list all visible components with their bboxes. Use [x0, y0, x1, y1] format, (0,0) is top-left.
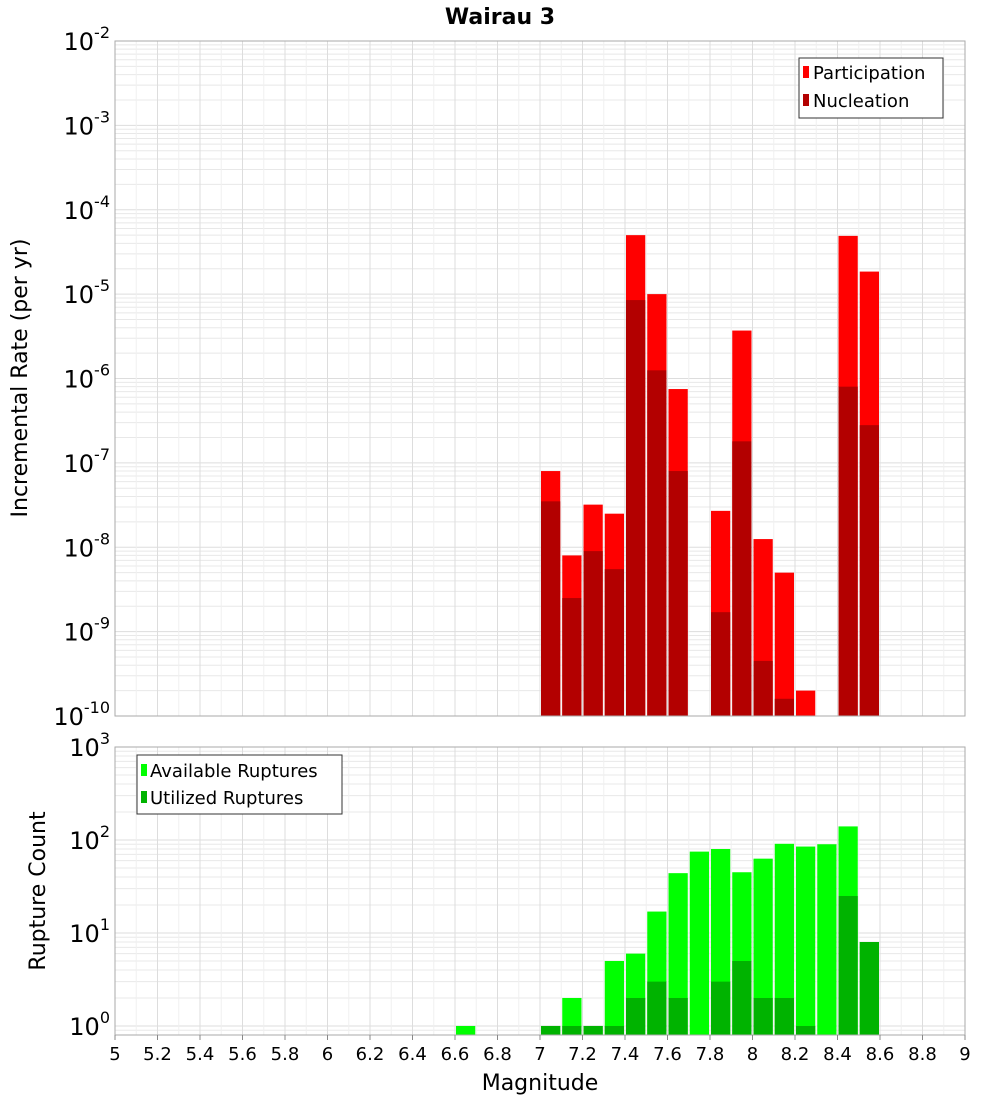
x-axis-label: Magnitude	[482, 1071, 599, 1096]
x-tick-label: 7.4	[611, 1044, 640, 1065]
x-tick-label: 5.4	[186, 1044, 215, 1065]
y-tick-label: 10-4	[64, 192, 111, 225]
y-tick-label: 10-5	[64, 276, 111, 309]
nucleation-bar	[562, 598, 582, 716]
y-tick-label: 101	[69, 915, 110, 948]
available-ruptures-bar	[796, 846, 816, 1035]
nucleation-bar	[668, 471, 688, 716]
x-tick-label: 6.8	[483, 1044, 512, 1065]
participation-legend-swatch	[803, 66, 809, 78]
chart-title: Wairau 3	[445, 5, 555, 30]
count-legend-box	[136, 754, 343, 815]
y-tick-label: 10-9	[64, 614, 111, 647]
rate-y-axis-label: Incremental Rate (per yr)	[8, 239, 33, 518]
utilized-ruptures-bar	[796, 1025, 816, 1035]
available-legend-label: Available Ruptures	[150, 761, 318, 782]
utilized-ruptures-bar	[774, 997, 794, 1035]
x-tick-label: 5.2	[143, 1044, 172, 1065]
participation-legend-label: Participation	[813, 63, 925, 84]
utilized-ruptures-bar	[604, 1025, 624, 1035]
available-legend-swatch	[141, 764, 147, 776]
rate-y-ticks: 10-10 10-9 10-8 10-7 10-6 10-5 10-4 10-3 10-2	[53, 23, 110, 731]
rate-grid	[114, 41, 966, 717]
count-bars	[456, 826, 879, 1035]
nucleation-legend-label: Nucleation	[813, 91, 909, 112]
x-tick-label: 7.6	[653, 1044, 682, 1065]
available-ruptures-bar	[456, 1025, 476, 1035]
nucleation-bar	[774, 698, 794, 716]
x-tick-label: 7.2	[568, 1044, 597, 1065]
utilized-ruptures-bar	[732, 960, 752, 1035]
participation-bar	[796, 690, 816, 716]
available-ruptures-bar	[817, 844, 837, 1035]
y-tick-label: 10-7	[64, 445, 111, 478]
nucleation-bar	[732, 441, 752, 716]
x-tick-label: 8	[747, 1044, 758, 1065]
nucleation-bar	[647, 370, 667, 716]
y-tick-label: 103	[69, 729, 110, 762]
y-tick-label: 102	[69, 822, 110, 855]
x-tick-label: 7.8	[696, 1044, 725, 1065]
x-tick-label: 5.8	[271, 1044, 300, 1065]
utilized-ruptures-bar	[711, 981, 731, 1035]
x-tick-label: 9	[959, 1044, 970, 1065]
x-tick-label: 8.4	[823, 1044, 852, 1065]
y-tick-label: 10-3	[64, 107, 111, 140]
available-ruptures-bar	[562, 997, 582, 1035]
nucleation-bar	[604, 569, 624, 716]
nucleation-bar	[541, 501, 561, 716]
y-tick-label: 10-2	[64, 23, 111, 56]
rate-plot-frame	[114, 40, 966, 717]
utilized-ruptures-bar	[626, 997, 646, 1035]
nucleation-bar	[626, 300, 646, 716]
rate-legend: Participation Nucleation	[798, 57, 944, 119]
nucleation-legend-swatch	[803, 94, 809, 106]
utilized-ruptures-bar	[562, 1025, 582, 1035]
available-ruptures-bar	[689, 851, 709, 1035]
nucleation-bar	[859, 425, 879, 716]
nucleation-bar	[753, 660, 773, 716]
utilized-ruptures-bar	[583, 1025, 603, 1035]
available-ruptures-bar	[668, 873, 688, 1035]
utilized-ruptures-bar	[541, 1025, 561, 1035]
x-tick-label: 6.4	[398, 1044, 427, 1065]
participation-bar	[774, 572, 794, 716]
rate-bars	[541, 235, 879, 716]
x-tick-label: 8.8	[908, 1044, 937, 1065]
available-ruptures-bar	[753, 858, 773, 1035]
x-tick-label: 5.6	[228, 1044, 257, 1065]
nucleation-bar	[583, 551, 603, 716]
x-tick-label: 6	[322, 1044, 333, 1065]
utilized-ruptures-bar	[647, 981, 667, 1035]
rate-panel: 10-10 10-9 10-8 10-7 10-6 10-5 10-4 10-3 10-2 In…	[8, 23, 966, 731]
utilized-ruptures-bar	[753, 997, 773, 1035]
x-tick-label: 8.2	[781, 1044, 810, 1065]
count-legend: Available Ruptures Utilized Ruptures	[136, 754, 343, 815]
y-tick-label: 10-10	[53, 698, 110, 731]
utilized-legend-swatch	[141, 791, 147, 803]
y-tick-label: 100	[69, 1008, 110, 1041]
count-panel: 100 101 102 103 5 5.2 5.4 5.6 5.8 6 6.2 6.4 6.6 6.8 7…	[26, 729, 971, 1096]
count-y-axis-label: Rupture Count	[26, 811, 51, 971]
utilized-ruptures-bar	[859, 942, 879, 1035]
x-tick-label: 7	[534, 1044, 545, 1065]
available-ruptures-bar	[774, 843, 794, 1035]
rate-legend-box	[798, 57, 944, 119]
nucleation-bar	[838, 386, 858, 716]
nucleation-bar	[711, 612, 731, 716]
count-y-ticks: 100 101 102 103	[69, 729, 110, 1041]
x-tick-label: 8.6	[866, 1044, 895, 1065]
count-x-ticks: 5 5.2 5.4 5.6 5.8 6 6.2 6.4 6.6 6.8 7 7.2 7.4 7.6 7.8 8…	[109, 1035, 971, 1065]
available-ruptures-bar	[604, 960, 624, 1035]
utilized-ruptures-bar	[838, 895, 858, 1035]
y-tick-label: 10-6	[64, 361, 111, 394]
utilized-legend-label: Utilized Ruptures	[150, 788, 303, 809]
x-tick-label: 5	[109, 1044, 120, 1065]
x-tick-label: 6.6	[441, 1044, 470, 1065]
utilized-ruptures-bar	[668, 997, 688, 1035]
x-tick-label: 6.2	[356, 1044, 385, 1065]
y-tick-label: 10-8	[64, 529, 111, 562]
